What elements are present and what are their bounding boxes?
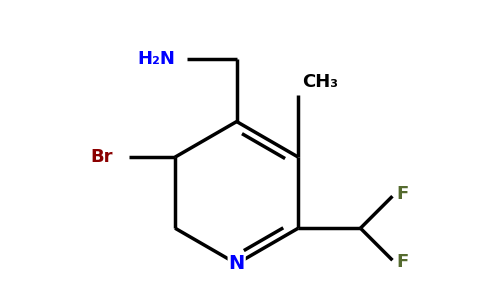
Text: F: F: [396, 185, 408, 203]
Text: N: N: [228, 254, 245, 273]
Text: F: F: [396, 253, 408, 271]
Text: Br: Br: [91, 148, 113, 166]
Text: H₂N: H₂N: [137, 50, 175, 68]
Text: CH₃: CH₃: [302, 73, 338, 91]
